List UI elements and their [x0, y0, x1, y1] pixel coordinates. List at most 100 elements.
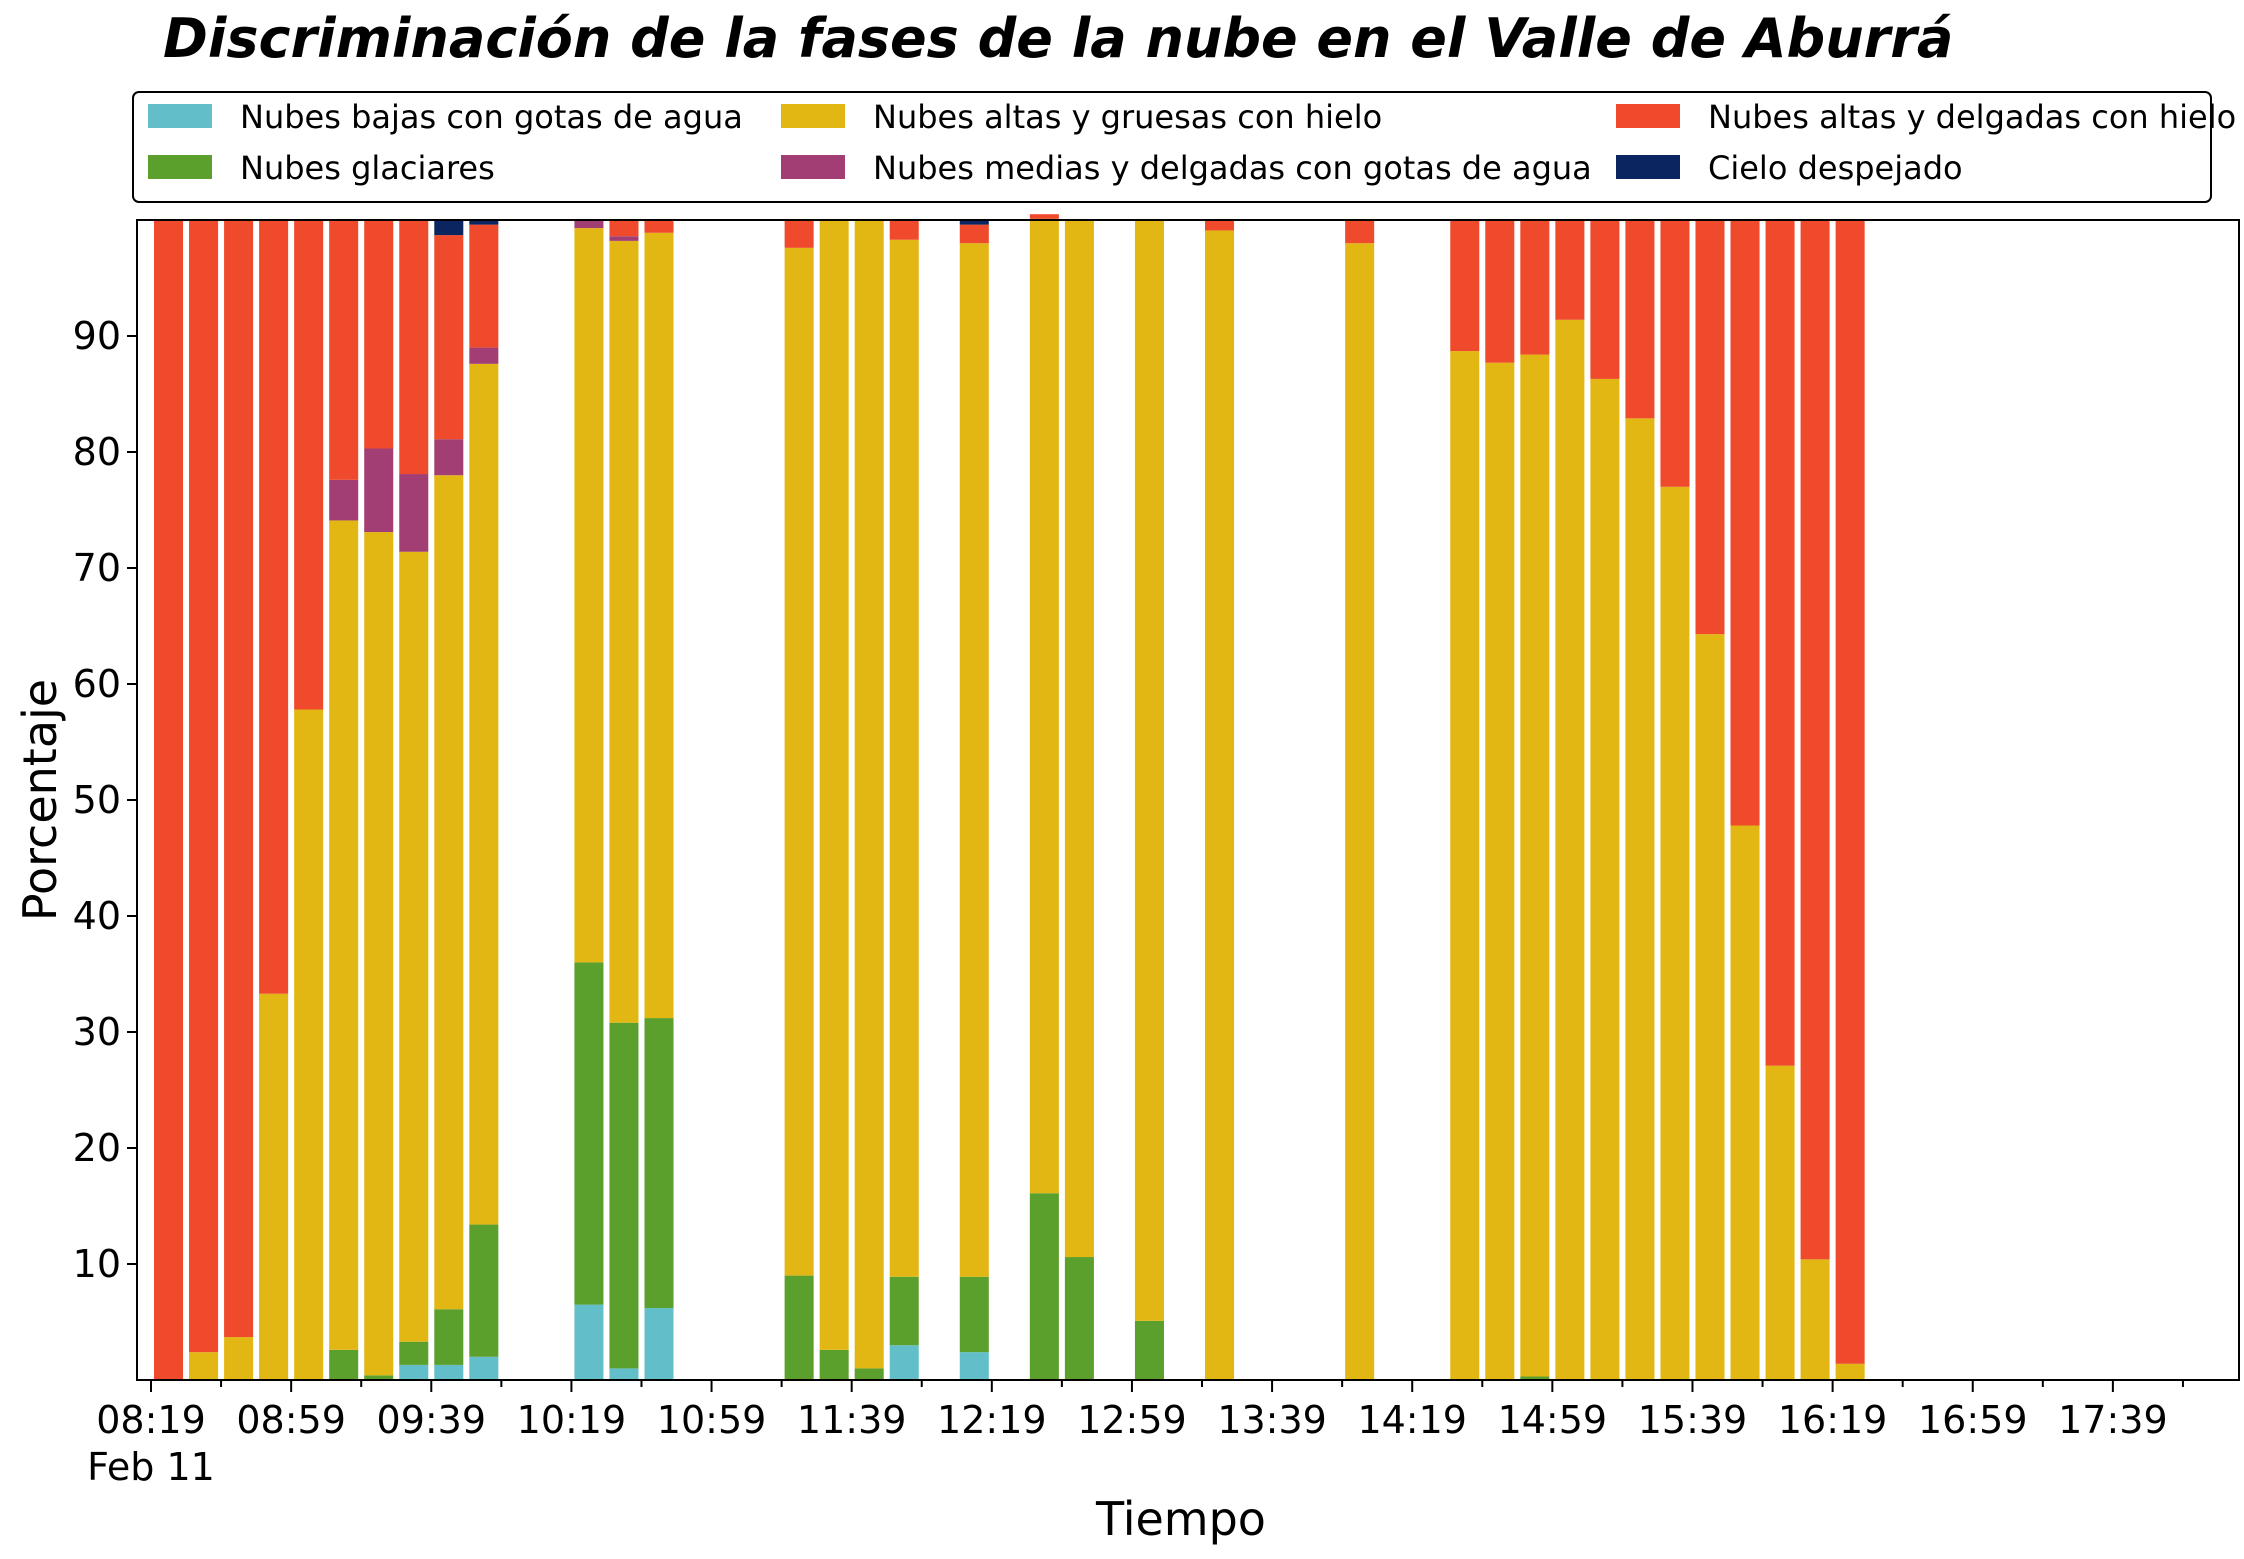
bar-segment-23-2	[1450, 351, 1480, 1381]
x-tick-label-13: 16:59	[1918, 1398, 2028, 1442]
bar-segment-8-1	[434, 1309, 464, 1365]
bar-segment-14-1	[819, 1349, 849, 1380]
x-tick-date-label: Feb 11	[87, 1445, 215, 1489]
legend-label-3: Nubes medias y delgadas con gotas de agu…	[873, 149, 1592, 187]
bar-segment-5-1	[329, 1349, 359, 1380]
bar-segment-6-3	[364, 448, 394, 533]
bar-segment-32-4	[1765, 220, 1795, 1066]
bar-segment-4-4	[294, 220, 324, 710]
x-tick-label-6: 12:19	[937, 1398, 1047, 1442]
bar-segment-2-4	[224, 220, 254, 1338]
x-tick-label-5: 11:39	[797, 1398, 907, 1442]
y-tick-label-5: 60	[73, 662, 121, 706]
legend-label-5: Cielo despejado	[1708, 149, 1963, 187]
x-tick-label-0: 08:19	[96, 1398, 206, 1442]
y-tick-label-3: 40	[73, 894, 121, 938]
y-tick-label-0: 10	[73, 1242, 121, 1286]
bar-segment-11-1	[609, 1022, 639, 1369]
bar-segment-26-4	[1555, 220, 1585, 320]
bar-segment-11-0	[609, 1368, 639, 1380]
bar-segment-3-2	[259, 993, 289, 1380]
bar-segment-5-3	[329, 479, 359, 521]
x-tick-label-10: 14:59	[1498, 1398, 1608, 1442]
x-tick-label-7: 12:59	[1077, 1398, 1187, 1442]
bar-segment-4-2	[294, 709, 324, 1380]
bar-segment-16-0	[889, 1345, 919, 1380]
bar-segment-11-4	[609, 220, 639, 237]
bar-segment-10-0	[574, 1304, 604, 1380]
bar-segment-13-1	[784, 1275, 814, 1380]
legend-swatch-5	[1616, 155, 1680, 179]
legend-label-0: Nubes bajas con gotas de agua	[240, 98, 743, 136]
bar-segment-12-4	[644, 220, 674, 233]
bar-segment-23-4	[1450, 220, 1480, 352]
bar-segment-27-4	[1590, 220, 1620, 379]
bar-segment-0-4	[154, 220, 184, 1380]
bar-segment-7-3	[399, 474, 429, 552]
bar-segment-7-1	[399, 1341, 429, 1365]
bar-segment-19-2	[1064, 220, 1094, 1258]
y-tick-label-7: 80	[73, 430, 121, 474]
bar-segment-8-0	[434, 1364, 464, 1380]
bar-segment-29-2	[1660, 486, 1690, 1380]
bar-segment-9-5	[469, 220, 499, 225]
bar-segment-11-2	[609, 240, 639, 1023]
bar-segment-18-2	[1029, 218, 1059, 1194]
x-tick-label-12: 16:19	[1778, 1398, 1888, 1442]
plot-area	[136, 214, 2240, 1381]
bar-segment-8-5	[434, 220, 464, 236]
bar-segment-6-4	[364, 220, 394, 449]
x-axis-label: Tiempo	[1095, 1492, 1266, 1546]
bar-segment-32-2	[1765, 1065, 1795, 1380]
x-tick-label-14: 17:39	[2058, 1398, 2168, 1442]
bar-segment-31-2	[1730, 825, 1760, 1380]
bar-segment-25-2	[1520, 354, 1550, 1377]
bar-segment-7-4	[399, 220, 429, 475]
bar-segment-13-4	[784, 220, 814, 248]
bar-segment-24-4	[1485, 220, 1515, 363]
bar-segment-17-2	[959, 243, 989, 1277]
legend-swatch-4	[1616, 104, 1680, 128]
y-tick-label-4: 50	[73, 778, 121, 822]
bar-segment-20-1	[1134, 1320, 1164, 1380]
bar-segment-30-2	[1695, 634, 1725, 1380]
bar-segment-19-1	[1064, 1257, 1094, 1380]
bar-segment-28-4	[1625, 220, 1655, 419]
bar-segment-9-4	[469, 224, 499, 348]
bar-segment-22-2	[1345, 243, 1375, 1381]
bar-segment-34-2	[1835, 1363, 1865, 1380]
bar-segment-9-0	[469, 1356, 499, 1380]
bar-segment-9-3	[469, 347, 499, 364]
bar-segment-3-4	[259, 220, 289, 994]
bar-segment-8-3	[434, 439, 464, 476]
bar-segment-11-3	[609, 236, 639, 241]
y-tick-label-6: 70	[73, 546, 121, 590]
bar-segment-30-4	[1695, 220, 1725, 635]
x-tick-label-1: 08:59	[236, 1398, 346, 1442]
bar-segment-10-1	[574, 962, 604, 1305]
bar-segment-31-4	[1730, 220, 1760, 826]
x-tick-label-8: 13:39	[1217, 1398, 1327, 1442]
bar-segment-17-0	[959, 1352, 989, 1380]
bar-segment-33-4	[1800, 220, 1830, 1260]
y-tick-label-1: 20	[73, 1126, 121, 1170]
bar-segment-20-2	[1134, 220, 1164, 1321]
legend-swatch-0	[148, 104, 212, 128]
bar-segment-14-2	[819, 220, 849, 1350]
bar-segment-7-2	[399, 551, 429, 1342]
bar-segment-28-2	[1625, 418, 1655, 1380]
y-axis: 10 20 30 40 50 60 70 80 90	[73, 314, 137, 1286]
bars-layer	[154, 214, 1865, 1381]
bar-segment-18-1	[1029, 1193, 1059, 1380]
bar-segment-15-1	[854, 1368, 884, 1380]
x-tick-label-9: 14:19	[1357, 1398, 1467, 1442]
bar-segment-27-2	[1590, 378, 1620, 1380]
bar-segment-33-2	[1800, 1259, 1830, 1380]
bar-segment-2-2	[224, 1337, 254, 1380]
legend-swatch-1	[148, 155, 212, 179]
bar-segment-16-1	[889, 1276, 919, 1346]
bar-segment-25-1	[1520, 1376, 1550, 1380]
bar-segment-7-0	[399, 1364, 429, 1380]
bar-segment-18-4	[1029, 214, 1059, 219]
legend-label-4: Nubes altas y delgadas con hielo	[1708, 98, 2236, 136]
